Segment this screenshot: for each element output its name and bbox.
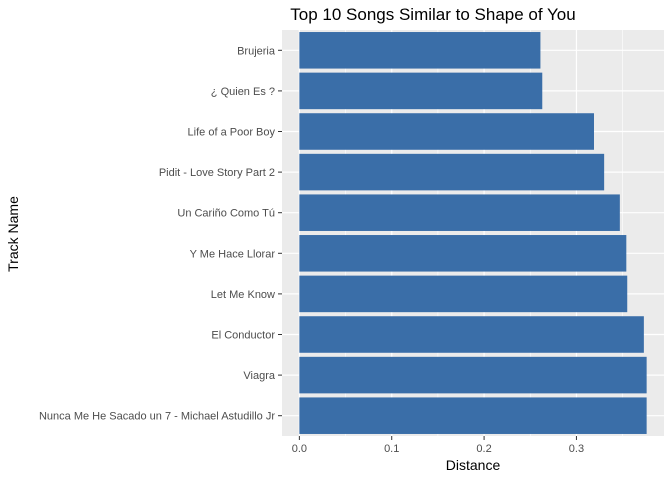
y-tick-label: Viagra (243, 370, 275, 382)
bar (299, 194, 620, 231)
y-tick-label: Pidit - Love Story Part 2 (159, 167, 275, 179)
y-tick-label: Life of a Poor Boy (188, 127, 276, 139)
bar (299, 275, 628, 313)
y-tick-label: Y Me Hace Llorar (190, 248, 276, 260)
bar (299, 397, 647, 434)
bars (299, 32, 647, 434)
y-axis-ticks: Brujeria ¿ Quien Es ? Life of a Poor Boy Pi… (39, 45, 282, 423)
bar (299, 316, 644, 353)
y-axis-title: Track Name (5, 196, 21, 272)
bar (299, 356, 647, 394)
bar (299, 113, 594, 150)
x-tick-label: 0.0 (292, 443, 307, 455)
y-tick-label: Brujeria (237, 45, 276, 57)
y-tick-label: Let Me Know (211, 289, 275, 301)
y-tick-label: Un Cariño Como Tú (177, 208, 275, 220)
x-tick-label: 0.3 (569, 443, 584, 455)
bar (299, 72, 543, 110)
bar (299, 32, 541, 69)
y-tick-label: ¿ Quien Es ? (211, 86, 275, 98)
y-tick-label: Nunca Me He Sacado un 7 - Michael Astudi… (39, 411, 275, 423)
x-axis-title: Distance (446, 457, 501, 473)
x-tick-label: 0.2 (476, 443, 491, 455)
bar (299, 235, 627, 272)
x-axis-ticks: 0.0 0.1 0.2 0.3 (292, 436, 584, 455)
x-tick-label: 0.1 (384, 443, 399, 455)
bar (299, 153, 605, 191)
y-tick-label: El Conductor (211, 330, 275, 342)
chart-title: Top 10 Songs Similar to Shape of You (290, 5, 575, 24)
